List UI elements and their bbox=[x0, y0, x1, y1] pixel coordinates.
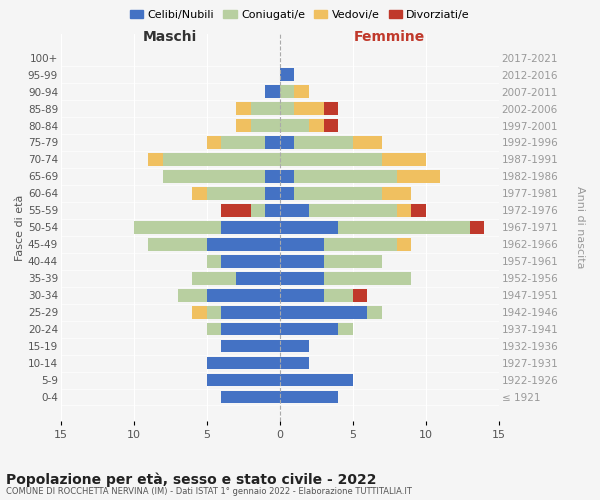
Bar bbox=[397, 170, 440, 183]
Bar bbox=[338, 323, 353, 336]
Bar bbox=[221, 323, 280, 336]
Bar bbox=[309, 119, 323, 132]
Y-axis label: Anni di nascita: Anni di nascita bbox=[575, 186, 585, 268]
Bar bbox=[280, 374, 353, 386]
Bar bbox=[221, 306, 280, 318]
Bar bbox=[236, 272, 280, 284]
Bar bbox=[295, 85, 309, 98]
Bar bbox=[221, 221, 280, 234]
Bar bbox=[148, 153, 163, 166]
Bar bbox=[207, 356, 280, 370]
Bar bbox=[221, 340, 280, 352]
Bar bbox=[411, 204, 426, 216]
Bar bbox=[280, 187, 295, 200]
Bar bbox=[295, 136, 353, 149]
Bar bbox=[280, 136, 295, 149]
Bar bbox=[295, 170, 397, 183]
Bar bbox=[323, 289, 353, 302]
Bar bbox=[309, 204, 397, 216]
Bar bbox=[265, 85, 280, 98]
Bar bbox=[295, 102, 323, 115]
Bar bbox=[280, 102, 295, 115]
Bar bbox=[280, 356, 309, 370]
Bar bbox=[323, 119, 338, 132]
Text: Popolazione per età, sesso e stato civile - 2022: Popolazione per età, sesso e stato civil… bbox=[6, 472, 377, 487]
Bar bbox=[236, 119, 251, 132]
Bar bbox=[265, 136, 280, 149]
Bar bbox=[148, 238, 207, 250]
Bar bbox=[265, 187, 280, 200]
Bar bbox=[192, 187, 207, 200]
Bar bbox=[295, 187, 382, 200]
Bar bbox=[207, 187, 265, 200]
Bar bbox=[280, 68, 295, 81]
Bar bbox=[470, 221, 484, 234]
Bar bbox=[323, 272, 411, 284]
Bar bbox=[221, 255, 280, 268]
Bar bbox=[251, 204, 265, 216]
Bar bbox=[163, 153, 280, 166]
Bar bbox=[221, 390, 280, 404]
Bar bbox=[192, 272, 236, 284]
Text: Femmine: Femmine bbox=[353, 30, 425, 44]
Bar bbox=[207, 136, 221, 149]
Bar bbox=[207, 374, 280, 386]
Bar bbox=[207, 306, 221, 318]
Bar bbox=[280, 85, 295, 98]
Bar bbox=[207, 255, 221, 268]
Bar bbox=[207, 289, 280, 302]
Bar bbox=[397, 204, 411, 216]
Bar bbox=[397, 238, 411, 250]
Bar bbox=[323, 238, 397, 250]
Bar bbox=[353, 136, 382, 149]
Text: COMUNE DI ROCCHETTA NERVINA (IM) - Dati ISTAT 1° gennaio 2022 - Elaborazione TUT: COMUNE DI ROCCHETTA NERVINA (IM) - Dati … bbox=[6, 488, 412, 496]
Bar bbox=[353, 289, 367, 302]
Bar bbox=[280, 238, 323, 250]
Bar bbox=[280, 255, 323, 268]
Bar bbox=[367, 306, 382, 318]
Bar bbox=[280, 390, 338, 404]
Bar bbox=[280, 323, 338, 336]
Bar bbox=[236, 102, 251, 115]
Bar bbox=[265, 170, 280, 183]
Bar bbox=[221, 204, 251, 216]
Bar bbox=[251, 119, 280, 132]
Bar bbox=[338, 221, 470, 234]
Bar bbox=[280, 153, 382, 166]
Bar bbox=[221, 136, 265, 149]
Bar bbox=[280, 289, 323, 302]
Text: Maschi: Maschi bbox=[143, 30, 197, 44]
Bar bbox=[280, 119, 309, 132]
Bar bbox=[134, 221, 221, 234]
Y-axis label: Fasce di età: Fasce di età bbox=[15, 194, 25, 260]
Legend: Celibi/Nubili, Coniugati/e, Vedovi/e, Divorziati/e: Celibi/Nubili, Coniugati/e, Vedovi/e, Di… bbox=[125, 6, 475, 25]
Bar bbox=[251, 102, 280, 115]
Bar bbox=[163, 170, 265, 183]
Bar bbox=[280, 221, 338, 234]
Bar bbox=[382, 153, 426, 166]
Bar bbox=[207, 323, 221, 336]
Bar bbox=[382, 187, 411, 200]
Bar bbox=[265, 204, 280, 216]
Bar bbox=[280, 272, 323, 284]
Bar bbox=[323, 102, 338, 115]
Bar bbox=[207, 238, 280, 250]
Bar bbox=[280, 306, 367, 318]
Bar bbox=[178, 289, 207, 302]
Bar bbox=[280, 340, 309, 352]
Bar bbox=[192, 306, 207, 318]
Bar bbox=[280, 170, 295, 183]
Bar bbox=[280, 204, 309, 216]
Bar bbox=[323, 255, 382, 268]
